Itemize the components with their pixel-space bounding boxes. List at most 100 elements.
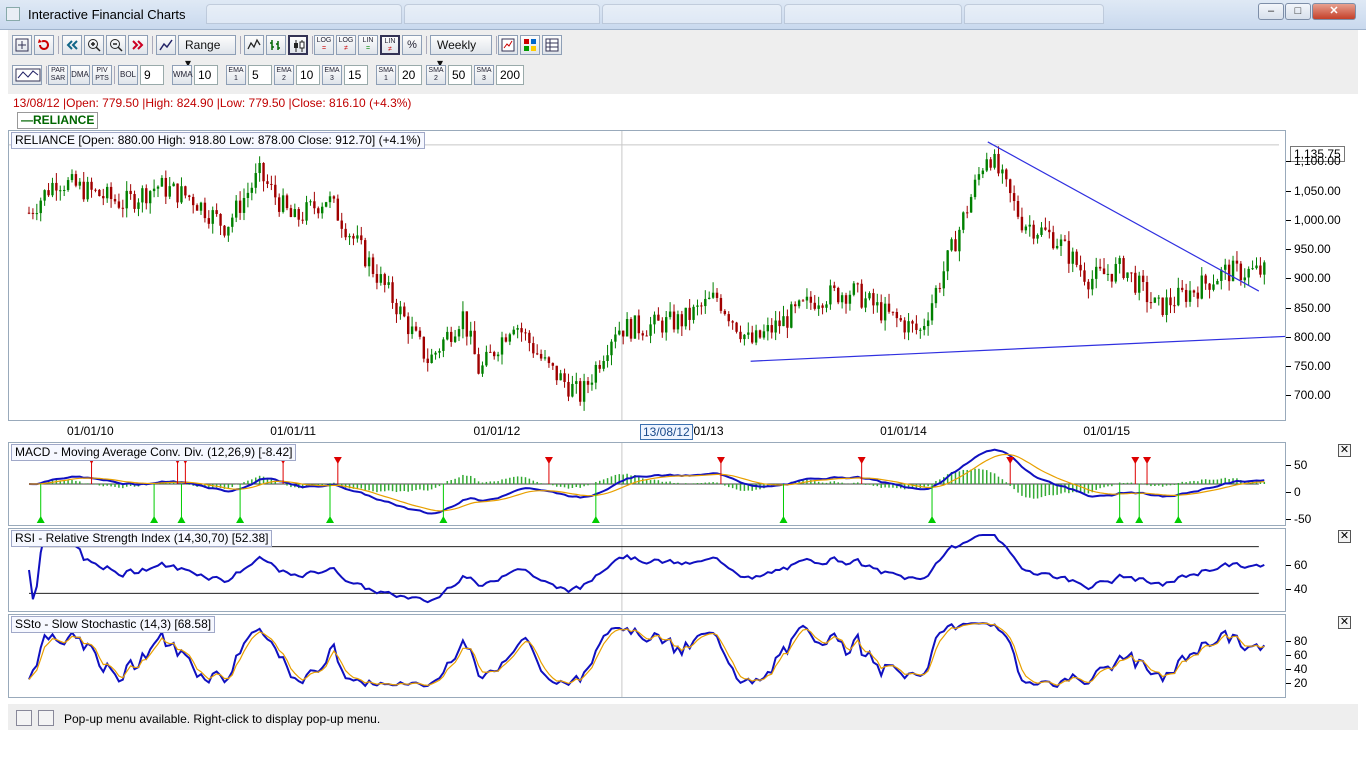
- linear-scale-button[interactable]: LIN =: [358, 35, 378, 55]
- zoom-in-icon[interactable]: [84, 35, 104, 55]
- candle-body: [219, 213, 222, 226]
- chart-range-icon[interactable]: [156, 35, 176, 55]
- chart-area[interactable]: 13/08/12 |Open: 779.50 |High: 824.90 |Lo…: [8, 94, 1358, 704]
- legend-label: RELIANCE: [33, 113, 95, 127]
- percent-scale-button[interactable]: %: [402, 35, 422, 55]
- line-chart-icon[interactable]: [244, 35, 264, 55]
- stochastic-chart[interactable]: [9, 615, 1285, 697]
- wma-button[interactable]: WMA: [172, 65, 193, 85]
- candle-body: [969, 197, 973, 213]
- scroll-right-icon[interactable]: [128, 35, 148, 55]
- price-panel[interactable]: RELIANCE [Open: 880.00 High: 918.80 Low:…: [8, 130, 1286, 421]
- candle-body: [320, 206, 324, 214]
- close-window-button[interactable]: ✕: [1312, 3, 1356, 20]
- buy-signal-marker: [150, 516, 159, 523]
- scroll-left-icon[interactable]: [62, 35, 82, 55]
- candle-body: [1028, 224, 1031, 227]
- log-scale-alt-button[interactable]: LOG ≠: [336, 35, 356, 55]
- candle-body: [903, 320, 906, 333]
- candle-body: [371, 257, 375, 274]
- macd-y-axis: 50 0 -50: [1285, 442, 1358, 526]
- candle-body: [567, 381, 570, 397]
- candle-body: [989, 159, 992, 168]
- refresh-icon[interactable]: [34, 35, 54, 55]
- bollinger-period-field[interactable]: 9: [140, 65, 164, 85]
- color-scheme-icon[interactable]: [520, 35, 540, 55]
- linear-scale-alt-button[interactable]: LIN ≠: [380, 35, 400, 55]
- ema3-period-field[interactable]: 15: [344, 65, 368, 85]
- close-rsi-button[interactable]: ✕: [1338, 530, 1351, 543]
- candle-body: [657, 314, 660, 321]
- stochastic-panel[interactable]: SSto - Slow Stochastic (14,3) [68.58]: [8, 614, 1286, 698]
- price-tick: 700.00: [1286, 388, 1331, 403]
- ema1-button[interactable]: EMA 1: [226, 65, 246, 85]
- indicator-panel-icon[interactable]: [12, 65, 42, 85]
- ema3-button[interactable]: EMA 3: [322, 65, 342, 85]
- candle-body: [1024, 226, 1028, 231]
- ema2-button[interactable]: EMA 2: [274, 65, 294, 85]
- rsi-panel[interactable]: RSI - Relative Strength Index (14,30,70)…: [8, 528, 1286, 612]
- sma2-period-field[interactable]: 50: [448, 65, 472, 85]
- close-stochastic-button[interactable]: ✕: [1338, 616, 1351, 629]
- ema1-period-field[interactable]: 5: [248, 65, 272, 85]
- background-tab: [404, 4, 600, 24]
- candle-body: [911, 321, 914, 324]
- maximize-button[interactable]: □: [1285, 3, 1311, 20]
- range-dropdown[interactable]: Range ▾: [178, 35, 236, 70]
- candle-body: [1044, 227, 1047, 230]
- minimize-button[interactable]: –: [1258, 3, 1284, 20]
- candle-body: [797, 300, 801, 307]
- candle-body: [274, 184, 277, 198]
- buy-signal-marker: [928, 516, 937, 523]
- candle-body: [641, 333, 644, 336]
- candle-body: [1102, 268, 1106, 275]
- candle-body: [180, 186, 183, 203]
- period-dropdown[interactable]: Weekly ▾: [430, 35, 492, 70]
- candle-body: [301, 219, 304, 221]
- sma1-button[interactable]: SMA 1: [376, 65, 396, 85]
- data-table-icon[interactable]: [542, 35, 562, 55]
- zoom-out-icon[interactable]: [106, 35, 126, 55]
- candle-body: [551, 363, 555, 366]
- sma3-button[interactable]: SMA 3: [474, 65, 494, 85]
- candle-body: [1200, 275, 1203, 299]
- indicator-line: [28, 533, 1265, 604]
- export-chart-icon[interactable]: [498, 35, 518, 55]
- parabolic-sar-button[interactable]: PAR SAR: [48, 65, 68, 85]
- candle-body: [363, 240, 367, 267]
- ema2-period-field[interactable]: 10: [296, 65, 320, 85]
- series-legend[interactable]: —RELIANCE: [17, 112, 99, 129]
- log-scale-button[interactable]: LOG =: [314, 35, 334, 55]
- macd-chart[interactable]: [9, 443, 1285, 525]
- candle-body: [668, 311, 672, 318]
- candlestick-icon[interactable]: [288, 35, 308, 55]
- wma-period-field[interactable]: 10: [194, 65, 218, 85]
- candlestick-chart[interactable]: [9, 131, 1285, 420]
- sma1-period-field[interactable]: 20: [398, 65, 422, 85]
- ohlc-bar-icon[interactable]: [266, 35, 286, 55]
- selected-date-label: 13/08/12: [640, 424, 693, 440]
- date-tick-label: 01/01/10: [66, 424, 114, 438]
- buy-signal-marker: [177, 516, 186, 523]
- candle-body: [1208, 283, 1211, 290]
- close-macd-button[interactable]: ✕: [1338, 444, 1351, 457]
- bollinger-button[interactable]: BOL: [118, 65, 138, 85]
- candle-body: [883, 303, 887, 321]
- fit-screen-icon[interactable]: [16, 710, 32, 726]
- sma2-button[interactable]: SMA 2: [426, 65, 446, 85]
- price-y-axis: 1,135.75 1,100.00 1,050.00 1,000.00 950.00 9…: [1286, 130, 1358, 421]
- candle-body: [876, 302, 879, 306]
- dma-button[interactable]: DMA: [70, 65, 90, 85]
- rsi-tick: 60: [1285, 558, 1308, 572]
- sto-tick: 20: [1285, 676, 1308, 690]
- candle-body: [809, 296, 813, 303]
- pivot-points-button[interactable]: PIV PTS: [92, 65, 112, 85]
- sma3-period-field[interactable]: 200: [496, 65, 524, 85]
- legend-line-mark: —: [21, 113, 33, 127]
- macd-panel[interactable]: MACD - Moving Average Conv. Div. (12,26,…: [8, 442, 1286, 526]
- candle-body: [887, 303, 891, 312]
- print-icon[interactable]: [38, 710, 54, 726]
- buy-signal-marker: [36, 516, 45, 523]
- open-settings-icon[interactable]: [12, 35, 32, 55]
- candle-body: [277, 197, 281, 212]
